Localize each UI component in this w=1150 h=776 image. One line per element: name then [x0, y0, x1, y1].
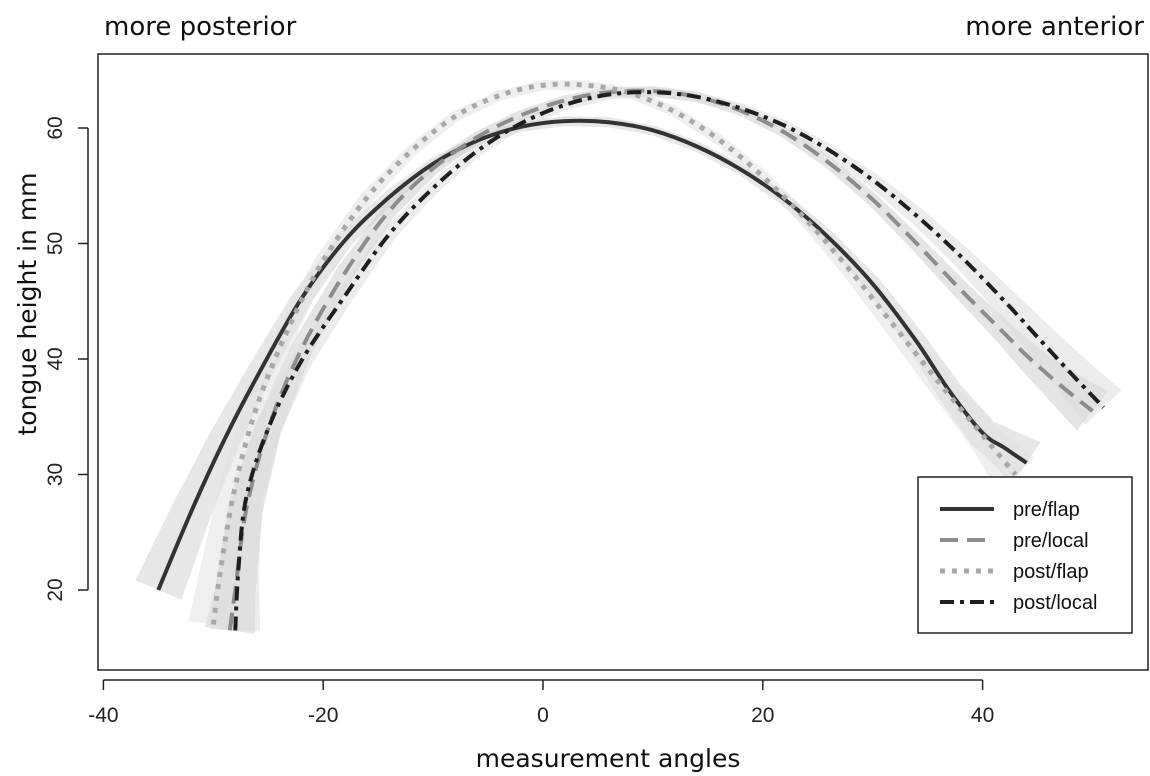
y-axis-title: tongue height in mm [13, 172, 42, 435]
x-tick-label: 20 [751, 704, 774, 727]
legend-label-pre-local: pre/local [1013, 530, 1089, 552]
x-axis-title: measurement angles [476, 744, 741, 773]
series-line-pre-flap [156, 118, 1028, 591]
y-axis: 20 30 40 50 60 [44, 116, 89, 602]
top-left-label: more posterior [104, 12, 297, 42]
legend-box [917, 476, 1133, 634]
x-axis: -40 -20 0 20 40 [88, 679, 994, 727]
y-tick-label: 30 [44, 463, 67, 486]
legend-label-pre-flap: pre/flap [1013, 499, 1080, 521]
series-line-post-local [233, 90, 1105, 631]
legend-label-post-flap: post/flap [1013, 561, 1089, 583]
x-tick-label: 40 [971, 704, 994, 727]
x-tick-label: -20 [308, 704, 338, 727]
series-lines [156, 81, 1105, 631]
top-right-label: more anterior [965, 12, 1144, 42]
x-tick-label: -40 [88, 704, 118, 727]
series-line-post-flap [210, 81, 1018, 625]
y-tick-label: 60 [44, 116, 67, 139]
y-tick-label: 20 [44, 578, 67, 601]
legend: pre/flap pre/local post/flap post/local [917, 476, 1133, 634]
plot-frame [97, 53, 1149, 671]
x-tick-label: 0 [537, 704, 549, 727]
y-tick-label: 50 [44, 232, 67, 255]
legend-label-post-local: post/local [1013, 592, 1098, 614]
y-tick-label: 40 [44, 347, 67, 370]
